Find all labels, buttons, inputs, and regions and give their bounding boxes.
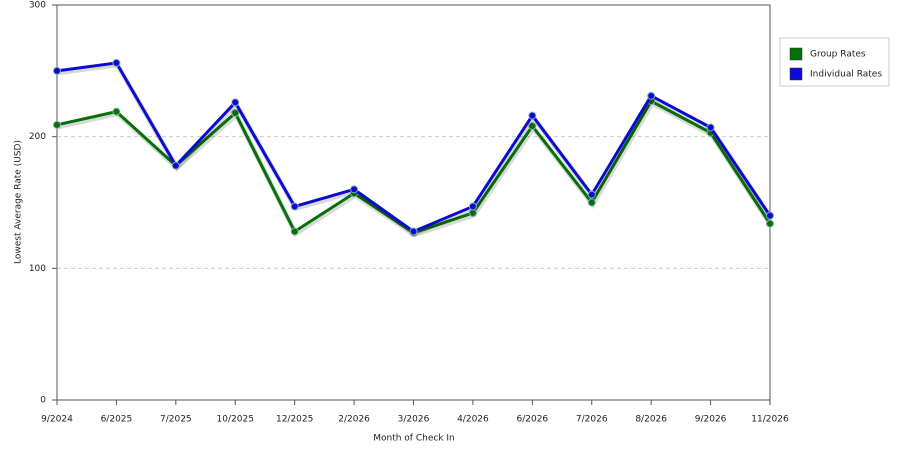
x-tick-label: 3/2026 [398, 415, 430, 425]
point [171, 161, 180, 170]
x-axis-label: Month of Check In [373, 434, 455, 444]
y-tick-label: 100 [29, 264, 46, 274]
y-tick-label: 300 [29, 1, 46, 11]
y-tick-label: 200 [29, 132, 46, 142]
x-tick-label: 7/2026 [576, 415, 608, 425]
point [53, 120, 61, 129]
x-tick-label: 12/2025 [276, 415, 313, 425]
legend-swatch [789, 67, 803, 81]
y-axis-label: Lowest Average Rate (USD) [14, 140, 24, 264]
point [587, 190, 596, 199]
x-tick-label: 11/2026 [751, 415, 789, 425]
x-tick-label: 9/2026 [695, 415, 727, 425]
x-tick-label: 8/2026 [635, 415, 667, 425]
x-tick-label: 4/2026 [457, 415, 489, 425]
point [766, 219, 774, 228]
y-tick-label: 0 [40, 396, 46, 406]
x-tick-label: 2/2026 [338, 415, 370, 425]
x-tick-label: 7/2025 [160, 415, 192, 425]
point [647, 91, 656, 100]
plot-area [56, 4, 771, 401]
legend-label: Group Rates [810, 50, 866, 60]
point [766, 211, 774, 220]
point [706, 123, 715, 132]
point [112, 58, 121, 67]
point [468, 202, 477, 211]
x-tick-label: 6/2026 [516, 415, 548, 425]
point [53, 66, 61, 75]
legend-label: Individual Rates [810, 70, 882, 80]
point [231, 98, 240, 107]
point [231, 108, 240, 117]
x-tick-label: 10/2025 [217, 415, 254, 425]
point [350, 185, 359, 194]
x-tick-label: 9/2024 [41, 415, 73, 425]
x-tick-label: 6/2025 [101, 415, 133, 425]
point [112, 107, 121, 116]
point [290, 227, 299, 236]
point [409, 227, 418, 236]
point [528, 122, 537, 131]
point [290, 202, 299, 211]
point [528, 111, 537, 120]
legend-swatch [789, 47, 803, 61]
point [587, 198, 596, 207]
